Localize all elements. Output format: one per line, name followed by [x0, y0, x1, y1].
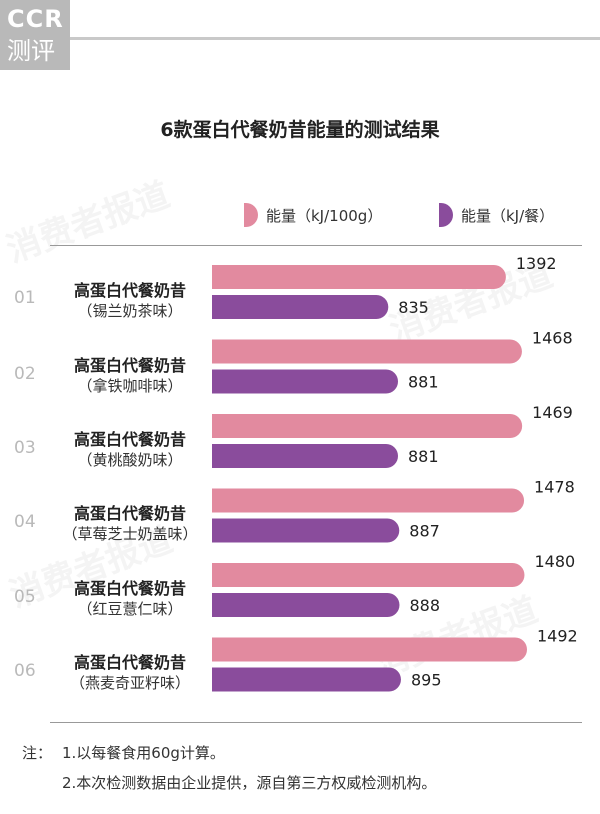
bar-per100g [212, 339, 522, 364]
row-index: 05 [14, 587, 36, 607]
product-name: 高蛋白代餐奶昔 [73, 579, 186, 598]
row-index: 01 [14, 288, 36, 308]
chart-title: 6款蛋白代餐奶昔能量的测试结果 [160, 119, 440, 141]
product-name: 高蛋白代餐奶昔 [73, 653, 186, 672]
legend-swatch-per100g [244, 203, 258, 227]
note-item: 2.本次检测数据由企业提供，源自第三方权威检测机构。 [62, 774, 437, 792]
notes-label: 注： [22, 744, 53, 762]
chart-bottom-rule [50, 722, 582, 723]
bar-per100g [212, 414, 523, 438]
logo-text-ccr: CCR [7, 5, 64, 33]
bar-permeal [212, 593, 400, 617]
row-index: 02 [14, 364, 36, 384]
bar-per100g [212, 265, 506, 289]
bar-permeal [212, 667, 401, 692]
legend-item-per100g: 能量（kJ/100g） [244, 203, 382, 227]
ccr-logo: CCR 测评 [0, 0, 70, 70]
product-name: 高蛋白代餐奶昔 [73, 430, 186, 449]
data-label-per100g: 1468 [532, 329, 573, 348]
data-label-per100g: 1492 [537, 627, 578, 646]
bar-per100g [212, 488, 525, 513]
header-divider [70, 37, 600, 40]
product-flavor: （黄桃酸奶味） [77, 451, 183, 469]
bar-permeal [212, 369, 399, 394]
bar-permeal [212, 444, 399, 468]
legend-label-permeal: 能量（kJ/餐） [461, 206, 555, 225]
bar-chart-area: 1392 1468 1469 1478 1480 1492 835 881 881 887 888 8… [212, 255, 578, 692]
logo-text-review: 测评 [7, 37, 55, 65]
data-label-per100g: 1469 [532, 403, 573, 422]
row-index: 03 [14, 438, 36, 458]
data-label-per100g: 1480 [534, 552, 575, 571]
bar-permeal [212, 518, 400, 543]
row-index: 04 [14, 512, 36, 532]
data-label-permeal: 887 [409, 522, 440, 541]
product-name: 高蛋白代餐奶昔 [73, 281, 186, 300]
data-label-permeal: 835 [398, 298, 429, 317]
product-flavor: （燕麦奇亚籽味） [69, 674, 190, 692]
product-flavor: （草莓芝士奶盖味） [62, 525, 198, 543]
data-label-per100g: 1392 [516, 255, 557, 273]
note-item: 1.以每餐食用60g计算。 [62, 744, 225, 762]
product-name: 高蛋白代餐奶昔 [73, 504, 186, 523]
legend-item-permeal: 能量（kJ/餐） [439, 203, 554, 227]
product-name: 高蛋白代餐奶昔 [73, 356, 186, 375]
legend-label-per100g: 能量（kJ/100g） [266, 206, 383, 225]
data-label-permeal: 895 [411, 671, 442, 690]
row-index: 06 [14, 661, 36, 681]
bar-per100g [212, 563, 525, 587]
chart-top-rule [50, 245, 582, 246]
bar-permeal [212, 295, 389, 319]
product-flavor: （红豆薏仁味） [77, 600, 183, 618]
data-label-permeal: 888 [409, 596, 440, 615]
legend-swatch-permeal [439, 203, 453, 227]
data-label-permeal: 881 [408, 447, 439, 466]
data-label-per100g: 1478 [534, 478, 575, 497]
data-label-permeal: 881 [408, 373, 439, 392]
product-flavor: （拿铁咖啡味） [77, 377, 183, 395]
product-flavor: （锡兰奶茶味） [77, 302, 183, 320]
bar-per100g [212, 637, 527, 662]
